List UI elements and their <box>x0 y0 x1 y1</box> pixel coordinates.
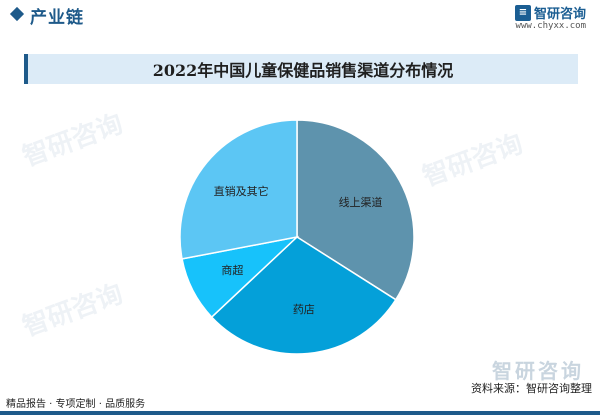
footer-bar <box>0 411 600 415</box>
brand: ≡ 智研咨询 <box>514 3 586 22</box>
pie-slice-label-3: 直销及其它 <box>214 184 269 198</box>
section-title: 产业链 <box>30 8 84 28</box>
brand-name: 智研咨询 <box>533 7 586 22</box>
brand-url: www.chyxx.com <box>515 21 586 31</box>
pie-slice-3 <box>179 119 298 260</box>
pie-slice-label-1: 药店 <box>293 302 315 316</box>
watermark-logo: 智研咨询 <box>492 359 584 383</box>
footer-tagline: 精品报告 · 专项定制 · 品质服务 <box>6 399 146 410</box>
chart-title: 2022年中国儿童保健品销售渠道分布情况 <box>152 61 454 80</box>
pie-slice-label-0: 线上渠道 <box>339 195 383 209</box>
source-note: 资料来源：智研咨询整理 <box>471 382 592 395</box>
chart-title-strip: 2022年中国儿童保健品销售渠道分布情况 <box>24 54 578 84</box>
pie-slice-1 <box>210 236 397 355</box>
brand-logo-icon: ≡ <box>514 4 531 21</box>
pie-slice-label-2: 商超 <box>221 263 243 277</box>
top-bar: 产业链 ≡ 智研咨询 www.chyxx.com <box>0 0 600 34</box>
